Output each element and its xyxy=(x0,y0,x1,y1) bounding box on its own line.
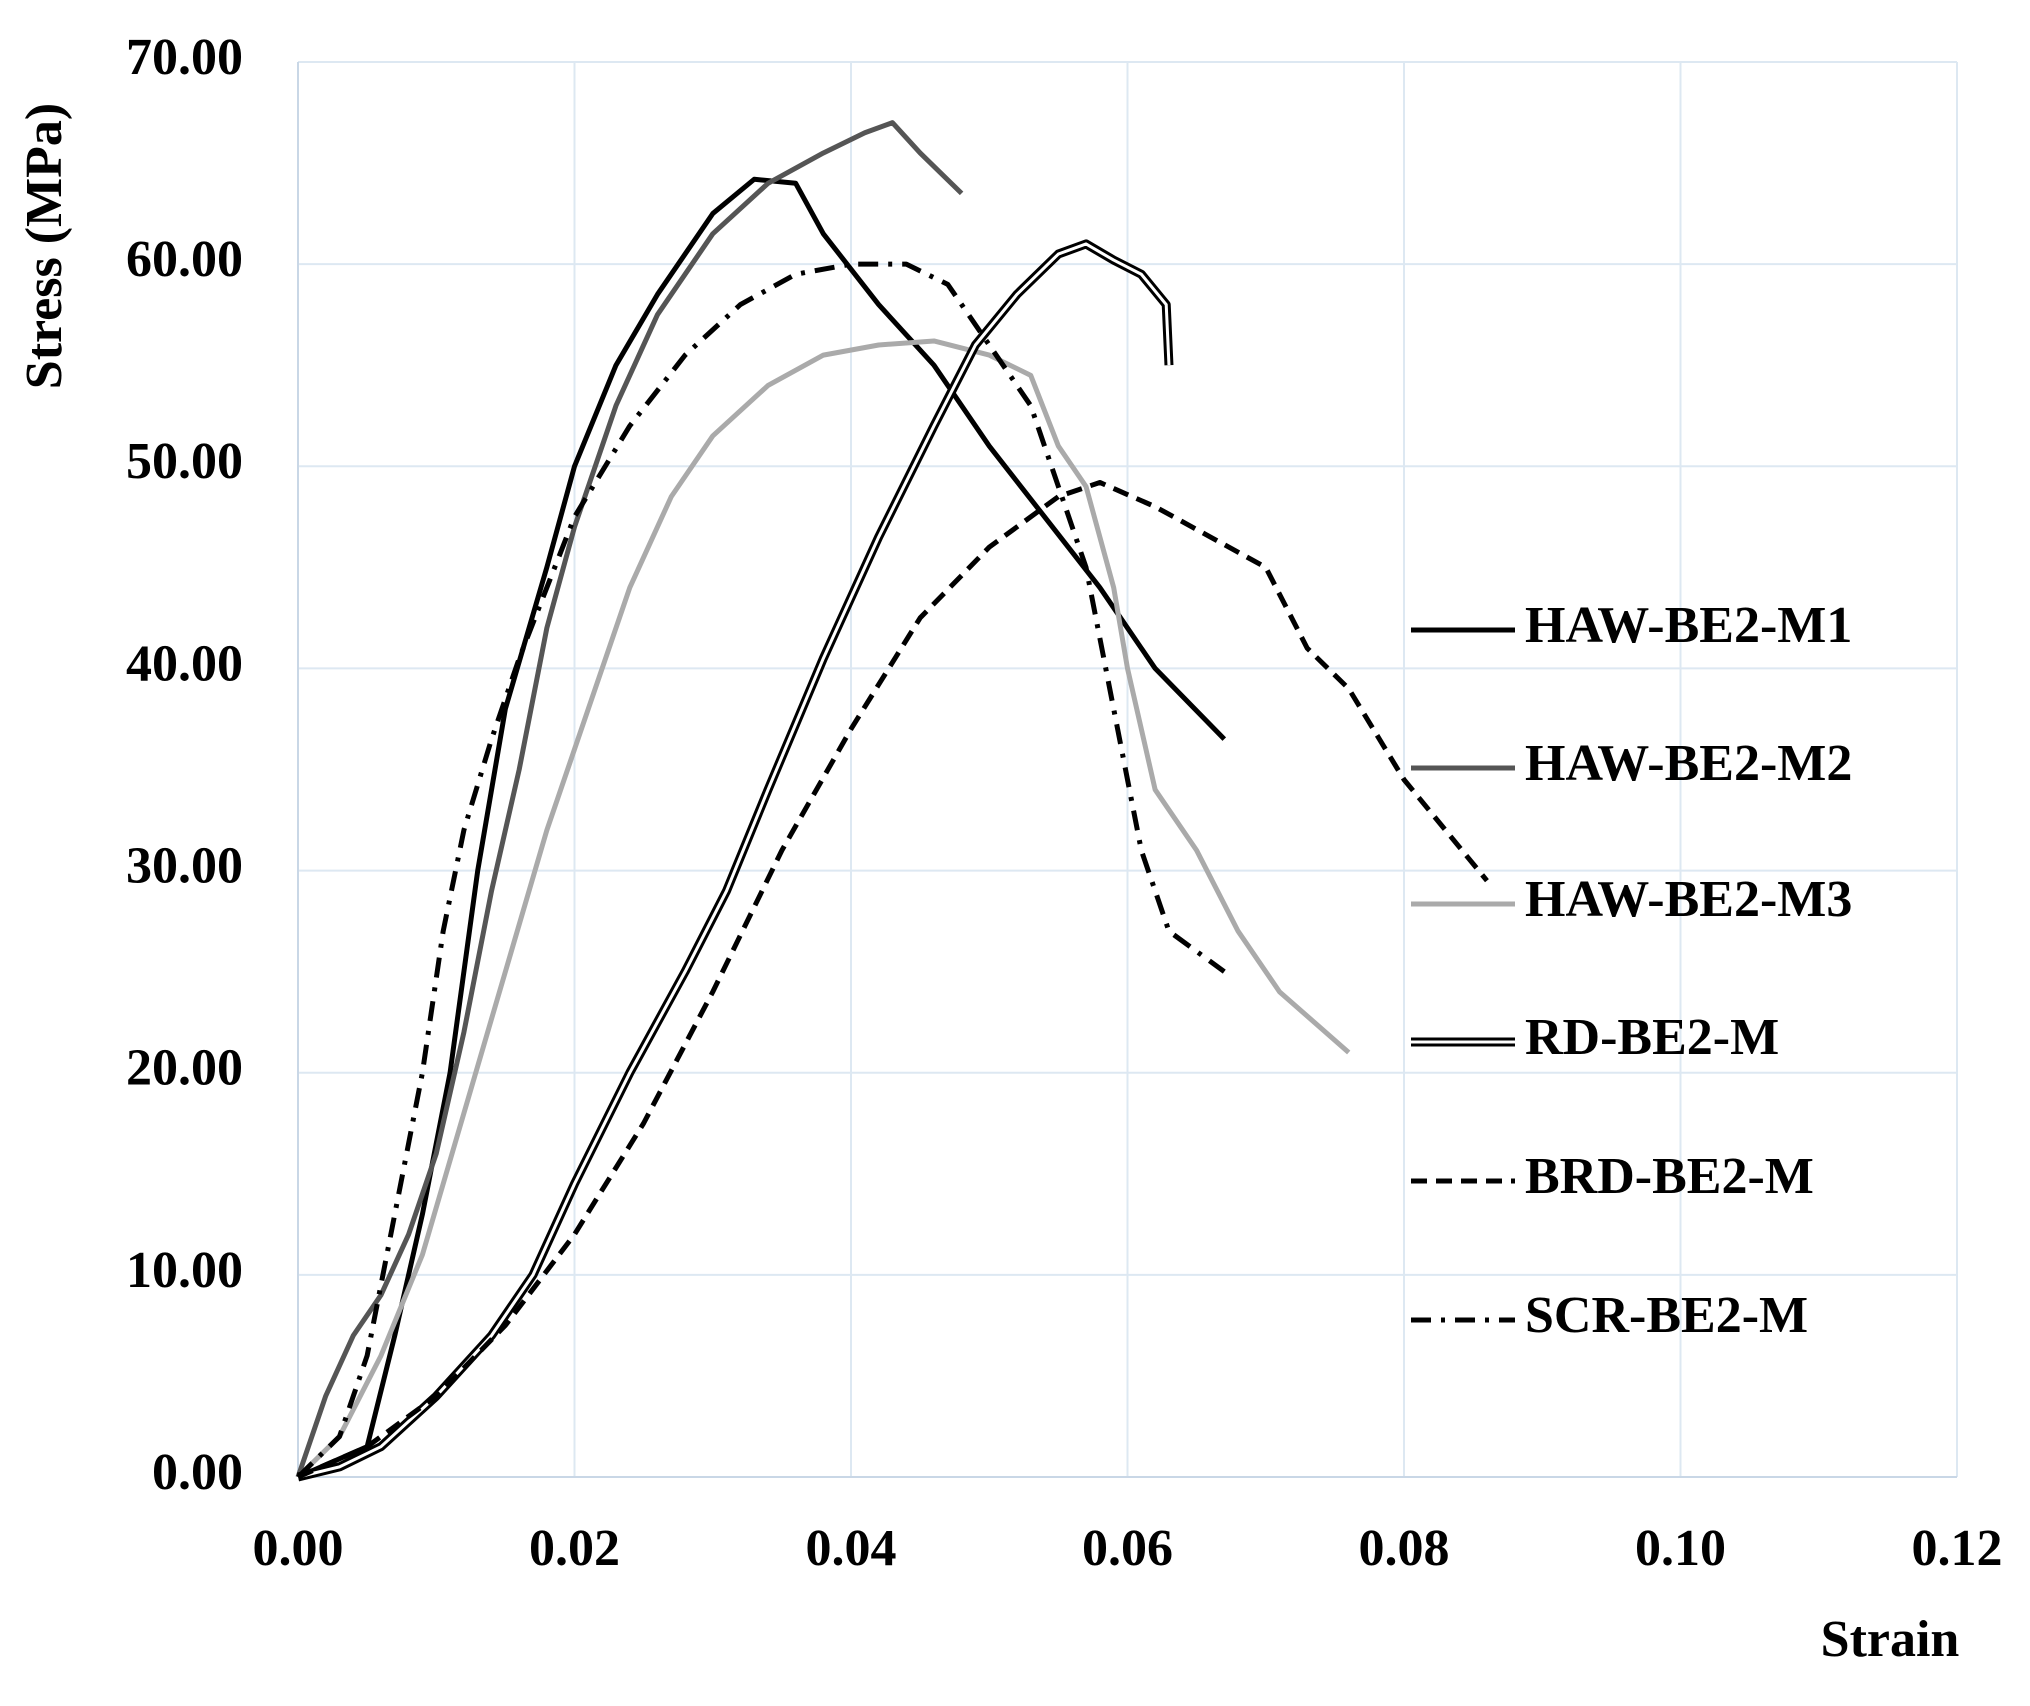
x-tick-label: 0.00 xyxy=(253,1520,344,1577)
x-axis-title: Strain xyxy=(1821,1611,1960,1668)
x-tick-label: 0.02 xyxy=(529,1520,620,1577)
x-tick-label: 0.12 xyxy=(1912,1520,2003,1577)
y-axis-title: Stress (MPa) xyxy=(16,103,73,389)
legend-label: HAW-BE2-M1 xyxy=(1525,597,1852,654)
series-line xyxy=(296,479,1489,1480)
y-tick-label: 60.00 xyxy=(126,231,243,288)
y-tick-label: 10.00 xyxy=(126,1242,243,1299)
x-tick-label: 0.08 xyxy=(1359,1520,1450,1577)
legend-label: BRD-BE2-M xyxy=(1525,1148,1814,1205)
y-tick-label: 20.00 xyxy=(126,1040,243,1097)
legend-label: HAW-BE2-M3 xyxy=(1525,871,1852,928)
x-tick-label: 0.10 xyxy=(1635,1520,1726,1577)
x-tick-label: 0.06 xyxy=(1082,1520,1173,1577)
y-tick-label: 30.00 xyxy=(126,838,243,895)
y-tick-label: 0.00 xyxy=(152,1444,243,1501)
legend-label: SCR-BE2-M xyxy=(1525,1287,1808,1344)
series-line xyxy=(295,120,964,1478)
series-line xyxy=(296,261,1226,1479)
y-tick-label: 40.00 xyxy=(126,635,243,692)
series-line xyxy=(296,176,1227,1480)
x-tick-label: 0.04 xyxy=(806,1520,897,1577)
y-tick-label: 50.00 xyxy=(126,433,243,490)
legend-label: HAW-BE2-M2 xyxy=(1525,735,1852,792)
y-tick-label: 70.00 xyxy=(126,29,243,86)
legend-label: RD-BE2-M xyxy=(1525,1009,1779,1066)
series-line xyxy=(296,338,1351,1479)
